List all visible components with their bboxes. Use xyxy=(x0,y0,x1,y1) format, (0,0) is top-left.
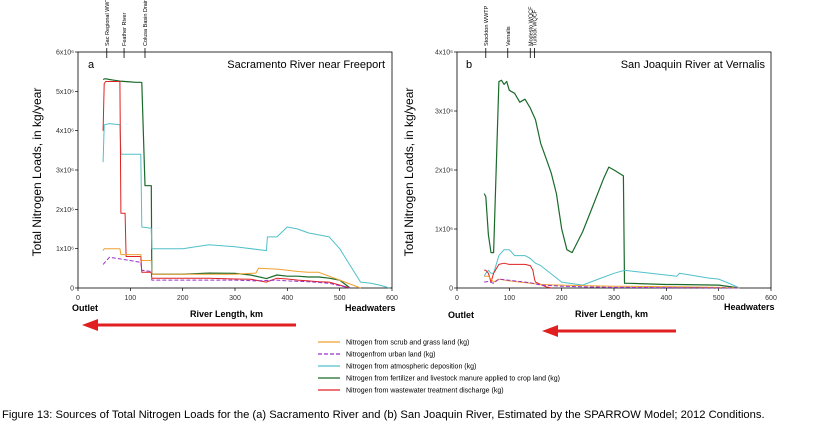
figure-caption: Figure 13: Sources of Total Nitrogen Loa… xyxy=(2,409,765,421)
landmark-label: Stockton WWTP xyxy=(484,5,490,46)
y-tick-label: 3x10⁶ xyxy=(435,109,453,116)
x-tick-label: 600 xyxy=(386,295,398,302)
x-tick-label: 600 xyxy=(765,295,777,302)
y-tick-label: 5x10⁶ xyxy=(56,89,74,96)
y-tick-label: 4x10⁶ xyxy=(435,50,453,57)
legend-label-wwtp: Nitrogen from wastewater treatment disch… xyxy=(346,388,504,395)
direction-arrow xyxy=(542,325,676,337)
landmark-label: Vernalis xyxy=(506,26,512,46)
panel-title: San Joaquin River at Vernalis xyxy=(621,59,766,71)
direction-arrow xyxy=(82,319,296,331)
y-tick-label: 6x10⁶ xyxy=(56,50,74,57)
landmark-label: Turlock WQCF xyxy=(532,9,538,46)
x-axis-label: River Length, km xyxy=(575,309,648,319)
landmark-label: Modesto WQCF xyxy=(528,6,534,46)
x-tick-label: 500 xyxy=(334,295,346,302)
legend-label-atmos: Nitrogen from atmospheric deposition (kg… xyxy=(346,364,476,371)
landmark-label: Feather River xyxy=(122,13,128,46)
x-tick-label: 400 xyxy=(281,295,293,302)
legend-label-scrub: Nitrogen from scrub and grass land (kg) xyxy=(346,340,469,347)
series-line-urban xyxy=(484,278,740,289)
landmark-label: Sac Regional WWTP & Freeport xyxy=(105,0,111,46)
x-tick-label: 300 xyxy=(608,295,620,302)
landmark-label: Colusa Basin Drain xyxy=(143,0,149,46)
x-tick-label: 200 xyxy=(177,295,189,302)
y-tick-label: 2x10⁶ xyxy=(435,168,453,175)
x-tick-label: 0 xyxy=(76,295,80,302)
x-tick-label: 100 xyxy=(124,295,136,302)
panel-letter: b xyxy=(466,59,472,71)
outlet-label: Outlet xyxy=(448,310,474,320)
x-tick-label: 100 xyxy=(503,295,515,302)
series-line-fert xyxy=(483,79,740,289)
series-line-scrub xyxy=(102,248,361,289)
y-tick-label: 3x10⁶ xyxy=(56,168,74,175)
series-line-wwtp xyxy=(102,81,351,289)
series-line-urban xyxy=(102,256,351,289)
x-tick-label: 0 xyxy=(455,295,459,302)
y-axis-label: Total Nitrogen Loads, in kg/year xyxy=(30,88,44,257)
plot-frame xyxy=(77,51,393,289)
x-tick-label: 200 xyxy=(556,295,568,302)
y-axis-label: Total Nitrogen Loads, in kg/year xyxy=(402,88,416,257)
x-tick-label: 500 xyxy=(713,295,725,302)
y-tick-label: 2x10⁶ xyxy=(56,207,74,214)
legend-label-fert: Nitrogen from fertilizer and livestock m… xyxy=(346,376,560,383)
y-tick-label: 0 xyxy=(70,286,74,293)
panel-title: Sacramento River near Freeport xyxy=(227,59,385,71)
headwaters-label: Headwaters xyxy=(724,302,775,312)
y-tick-label: 0 xyxy=(449,286,453,293)
x-axis-label: River Length, km xyxy=(190,309,263,319)
series-line-wwtp xyxy=(484,262,552,289)
legend-label-urban: Nitrogenfrom urban land (kg) xyxy=(346,352,436,359)
y-tick-label: 4x10⁶ xyxy=(56,128,74,135)
series-line-atmos xyxy=(102,123,390,289)
x-tick-label: 400 xyxy=(660,295,672,302)
legend: Nitrogen from scrub and grass land (kg) N… xyxy=(318,340,560,395)
panel-letter: a xyxy=(88,59,95,71)
outlet-label: Outlet xyxy=(72,303,98,313)
y-tick-label: 1x10⁶ xyxy=(435,227,453,234)
y-tick-label: 1x10⁶ xyxy=(56,246,74,253)
x-tick-label: 300 xyxy=(229,295,241,302)
panel-san-joaquin: 0 100 200 300 400 500 600 0 1x10⁶ 2x10⁶ 3x10⁶ 4x10⁶… xyxy=(402,5,777,337)
series-line-scrub xyxy=(484,275,740,289)
headwaters-label: Headwaters xyxy=(345,303,396,313)
panel-sacramento: 0 100 200 300 400 500 600 0 1x10⁶ 2x10⁶ 3x10⁶ 4x10⁶… xyxy=(30,0,398,331)
